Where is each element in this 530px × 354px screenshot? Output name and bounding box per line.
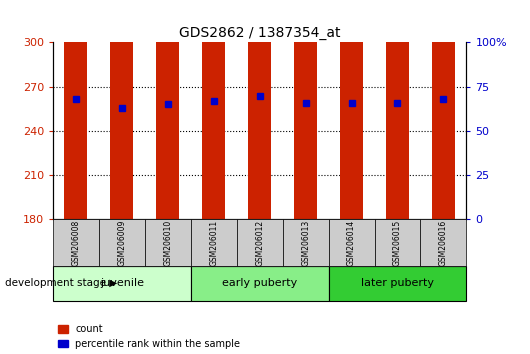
Text: GSM206010: GSM206010 — [163, 219, 172, 266]
Text: GSM206009: GSM206009 — [118, 219, 126, 266]
Bar — [294, 213, 317, 219]
Bar — [191, 219, 237, 266]
Legend: count, percentile rank within the sample: count, percentile rank within the sample — [58, 324, 241, 349]
Bar — [329, 219, 375, 266]
Bar — [53, 266, 191, 301]
Title: GDS2862 / 1387354_at: GDS2862 / 1387354_at — [179, 26, 340, 40]
Text: GSM206013: GSM206013 — [301, 219, 310, 266]
Text: later puberty: later puberty — [361, 278, 434, 288]
Text: development stage ▶: development stage ▶ — [5, 278, 118, 288]
Bar — [65, 57, 87, 219]
Bar — [294, 0, 317, 219]
Bar — [65, 0, 87, 219]
Bar — [340, 87, 363, 219]
Bar — [340, 0, 363, 219]
Bar — [248, 84, 271, 219]
Bar — [432, 45, 455, 219]
Bar — [202, 0, 225, 219]
Bar — [191, 266, 329, 301]
Bar — [145, 219, 191, 266]
Bar — [375, 219, 420, 266]
Bar — [386, 131, 409, 219]
Bar — [329, 266, 466, 301]
Bar — [110, 0, 134, 219]
Bar — [202, 119, 225, 219]
Text: GSM206012: GSM206012 — [255, 219, 264, 266]
Text: GSM206014: GSM206014 — [347, 219, 356, 266]
Text: GSM206008: GSM206008 — [72, 219, 81, 266]
Bar — [99, 219, 145, 266]
Bar — [110, 208, 134, 219]
Bar — [386, 0, 409, 219]
Bar — [156, 0, 179, 219]
Text: GSM206016: GSM206016 — [439, 219, 448, 266]
Text: juvenile: juvenile — [100, 278, 144, 288]
Bar — [156, 171, 179, 219]
Bar — [420, 219, 466, 266]
Text: GSM206011: GSM206011 — [209, 219, 218, 266]
Bar — [248, 0, 271, 219]
Bar — [432, 0, 455, 219]
Text: early puberty: early puberty — [222, 278, 297, 288]
Text: GSM206015: GSM206015 — [393, 219, 402, 266]
Bar — [282, 219, 329, 266]
Bar — [237, 219, 282, 266]
Bar — [53, 219, 99, 266]
